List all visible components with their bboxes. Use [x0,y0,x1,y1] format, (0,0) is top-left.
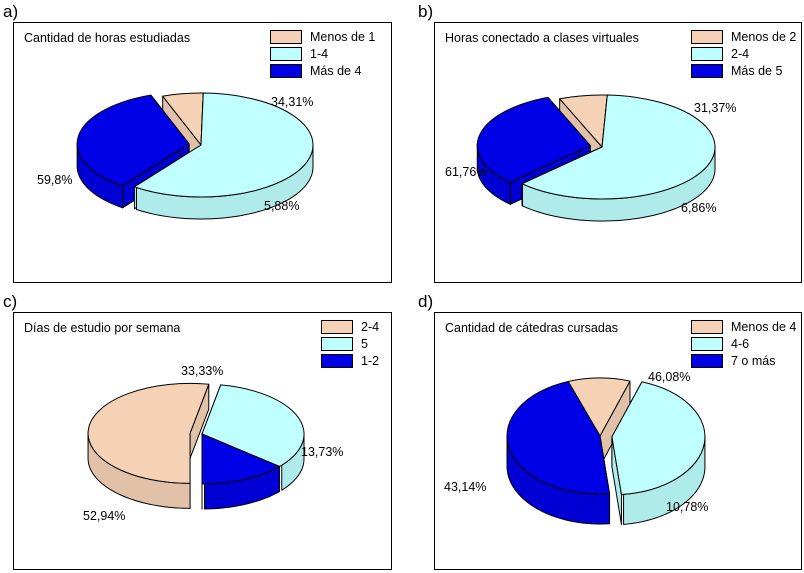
legend-label: 2-4 [361,320,380,334]
pie-chart-d [506,377,706,526]
pie-slice-3 [201,433,280,510]
legend-label: 5 [361,337,368,351]
data-label: 5,88% [264,199,300,213]
chart-title: Cantidad de cátedras cursadas [445,321,619,335]
legend-label: 1-4 [310,47,329,61]
legend-swatch [691,320,723,334]
legend-label: Más de 4 [310,64,362,78]
pie-chart-c [87,382,305,510]
pie-chart-a [76,92,314,220]
chart-panel-b: Horas conectado a clases virtuales Menos… [434,22,802,283]
panel-b-letter: b) [418,2,434,21]
data-label: 34,31% [271,95,314,109]
data-label: 13,73% [301,445,344,459]
legend-swatch [321,337,353,351]
pie-slice-2 [611,381,706,526]
data-label: 31,37% [694,101,737,115]
data-label: 43,14% [444,480,487,494]
data-label: 59,8% [37,173,73,187]
legend-label: 2-4 [731,47,750,61]
data-label: 61,76% [445,165,488,179]
legend-swatch [691,30,723,44]
legend-label: 1-2 [361,354,380,368]
chart-title: Horas conectado a clases virtuales [445,31,639,45]
chart-panel-d: Cantidad de cátedras cursadas Menos de 4… [434,312,802,570]
data-label: 46,08% [648,370,691,384]
pie-slice-1 [87,382,210,509]
data-label: 52,94% [83,509,126,523]
data-label: 10,78% [666,500,709,514]
legend-label: 4-6 [731,337,750,351]
legend-swatch [691,47,723,61]
legend-swatch [321,320,353,334]
chart-panel-a: Cantidad de horas estudiadas Menos de 1 … [13,22,392,283]
legend-swatch [691,337,723,351]
legend-swatch [691,64,723,78]
legend-label: Más de 5 [731,64,783,78]
pie-slice-3 [506,380,611,525]
pie-slice-2 [521,94,716,222]
chart-title: Días de estudio por semana [24,321,181,335]
pie-chart-b [476,94,716,222]
legend-swatch [321,354,353,368]
chart-title: Cantidad de horas estudiadas [24,31,191,45]
legend-label: Menos de 2 [731,30,797,44]
panel-a-letter: a) [3,2,19,21]
legend-label: 7 o más [731,354,776,368]
pie-slice-2 [133,92,314,220]
legend-label: Menos de 1 [310,30,376,44]
chart-panel-c: Días de estudio por semana 2-4 5 1-2 52,… [13,312,392,570]
data-label: 33,33% [181,364,224,378]
legend-label: Menos de 4 [731,320,797,334]
legend-swatch [270,47,302,61]
panel-c-letter: c) [3,292,18,311]
legend-swatch [270,64,302,78]
legend-swatch [270,30,302,44]
legend-swatch [691,354,723,368]
data-label: 6,86% [681,201,717,215]
panel-d-letter: d) [418,292,434,311]
